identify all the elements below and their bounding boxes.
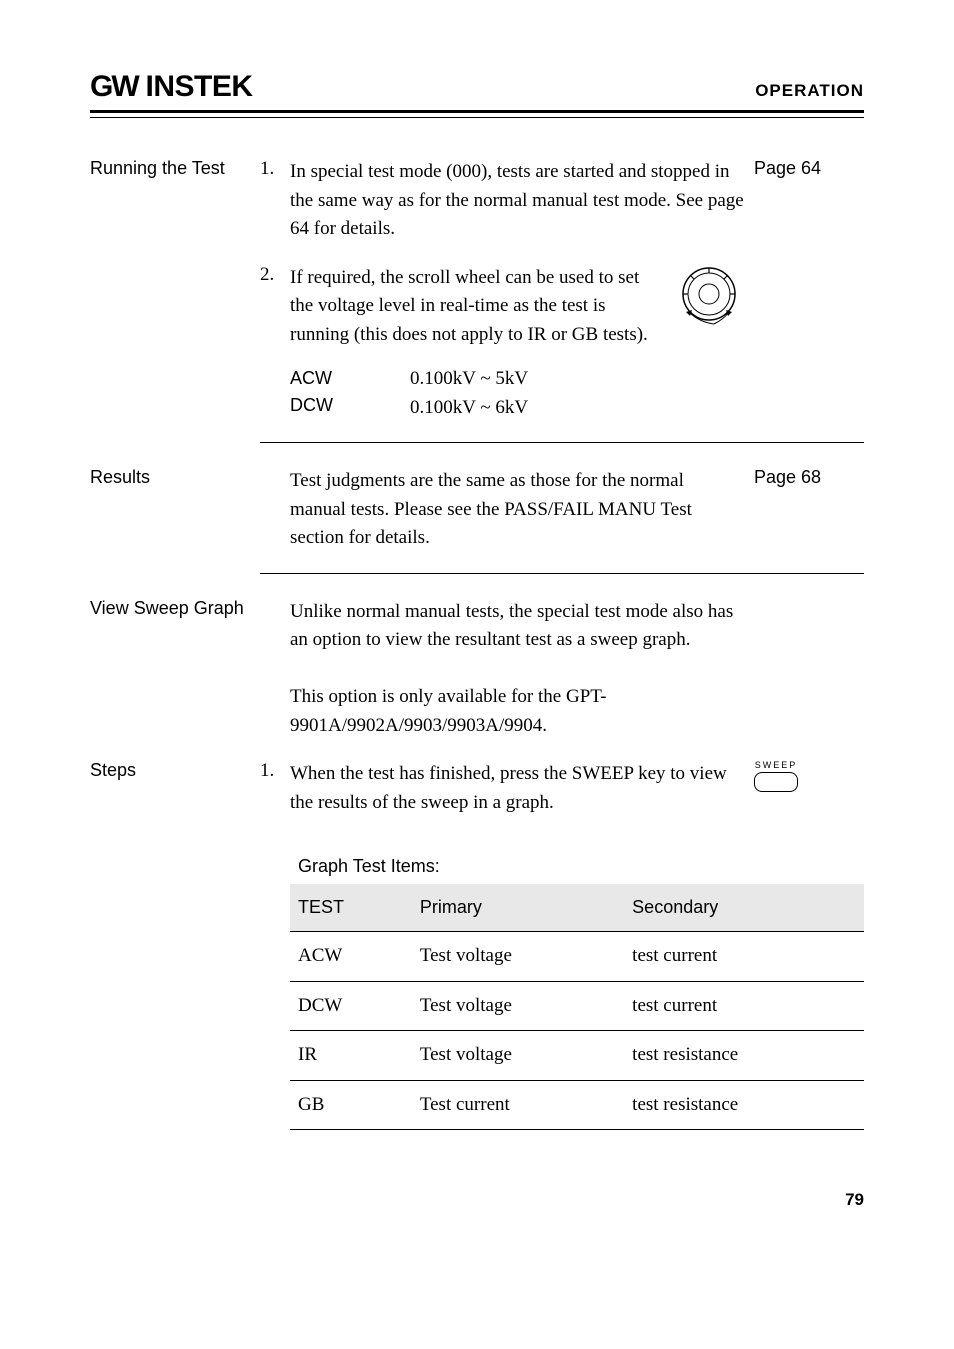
sweep-key-label: SWEEP bbox=[754, 760, 798, 770]
step-number: 1. bbox=[260, 760, 290, 782]
running-test-step1-text: In special test mode (000), tests are st… bbox=[290, 158, 744, 244]
dcw-label: DCW bbox=[290, 392, 410, 419]
results-ref: Page 68 bbox=[744, 467, 864, 488]
brand-logo: GW INSTEK bbox=[90, 70, 253, 104]
table-row: ACW Test voltage test current bbox=[290, 932, 864, 982]
col-secondary: Secondary bbox=[624, 884, 864, 932]
table-row: DCW Test voltage test current bbox=[290, 981, 864, 1031]
table-header: Graph Test Items: bbox=[290, 843, 864, 884]
running-test-label: Running the Test bbox=[90, 158, 260, 179]
page-number: 79 bbox=[90, 1190, 864, 1210]
col-test: TEST bbox=[290, 884, 412, 932]
steps-label: Steps bbox=[90, 760, 260, 781]
view-sweep-para1: Unlike normal manual tests, the special … bbox=[290, 598, 744, 655]
graph-test-items-table: Graph Test Items: TEST Primary Secondary… bbox=[290, 843, 864, 1130]
view-sweep-label: View Sweep Graph bbox=[90, 598, 260, 619]
table-row: GB Test current test resistance bbox=[290, 1080, 864, 1130]
sweep-key-icon: SWEEP bbox=[754, 760, 798, 797]
acw-label: ACW bbox=[290, 365, 410, 392]
step-number: 2. bbox=[260, 264, 290, 286]
dcw-value: 0.100kV ~ 6kV bbox=[410, 394, 528, 423]
view-sweep-para2: This option is only available for the GP… bbox=[290, 683, 744, 740]
results-text: Test judgments are the same as those for… bbox=[290, 467, 744, 553]
running-test-step2-text: If required, the scroll wheel can be use… bbox=[290, 264, 664, 350]
section-title: OPERATION bbox=[755, 81, 864, 101]
col-primary: Primary bbox=[412, 884, 624, 932]
acw-value: 0.100kV ~ 5kV bbox=[410, 365, 528, 394]
scroll-wheel-icon bbox=[674, 264, 744, 334]
step-number: 1. bbox=[260, 158, 290, 180]
running-test-step1-ref: Page 64 bbox=[744, 158, 864, 179]
results-label: Results bbox=[90, 467, 260, 488]
steps-step1-text: When the test has finished, press the SW… bbox=[290, 760, 744, 817]
table-row: IR Test voltage test resistance bbox=[290, 1031, 864, 1081]
